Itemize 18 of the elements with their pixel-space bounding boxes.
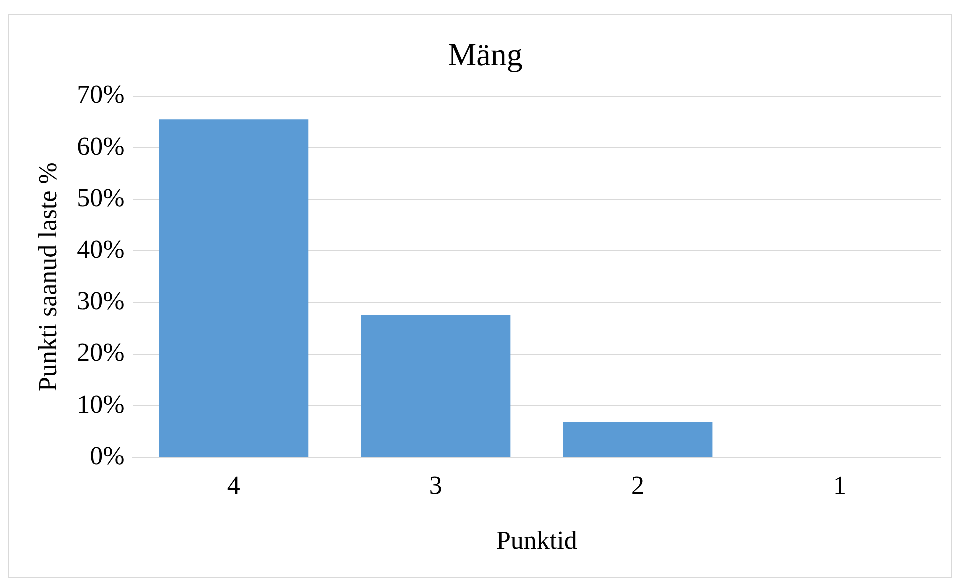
x-tick-label: 4 <box>227 471 240 500</box>
bar <box>361 315 511 458</box>
y-tick-label: 70% <box>77 80 125 110</box>
bar <box>159 120 309 458</box>
y-tick-label: 40% <box>77 235 125 264</box>
y-tick-label: 20% <box>77 338 125 368</box>
x-axis-title: Punktid <box>496 526 578 556</box>
chart-title: Mäng <box>448 36 523 73</box>
bar <box>563 422 713 458</box>
y-tick-label: 60% <box>77 132 125 161</box>
y-tick-label: 30% <box>77 286 125 316</box>
x-tick-label: 2 <box>631 471 644 500</box>
x-tick-label: 3 <box>429 471 442 500</box>
x-tick-label: 1 <box>833 471 846 500</box>
y-tick-label: 0% <box>90 441 125 470</box>
y-tick-label: 50% <box>77 183 125 212</box>
y-axis-title: Punkti saanud laste % <box>33 162 62 392</box>
y-tick-label: 10% <box>77 390 125 419</box>
